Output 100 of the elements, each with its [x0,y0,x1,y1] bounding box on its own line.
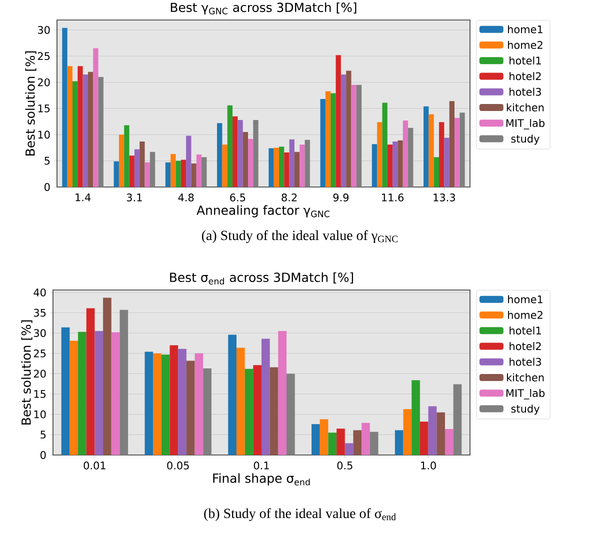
bar [176,160,181,187]
legend-label: hotel3 [510,88,541,96]
bar [428,114,434,187]
y-tick-label: 15 [38,104,50,112]
bar [387,144,393,187]
bar [170,345,178,455]
chart-title: Best σ$_{end}$ across 3DMatch [%] [170,272,354,284]
x-axis-title: Final shape σ$_{end}$ [213,473,310,486]
bar [284,152,290,187]
legend-label: home2 [508,40,542,49]
bar [228,334,236,455]
y-axis-title: Best solution [%] [25,51,36,156]
y-tick-label: 30 [38,26,50,34]
bar [320,99,326,187]
bar [124,125,130,187]
x-tick-label: 0.01 [84,462,106,470]
bar [402,120,408,187]
bar [320,419,328,455]
bar [398,140,403,187]
bar [436,412,445,455]
x-tick-label: 13.3 [434,194,455,202]
legend-label: home1 [508,295,542,304]
bar [286,374,295,455]
bar [150,152,156,187]
bar [114,161,119,187]
x-tick-label: 3.1 [126,194,142,202]
legend-label: MIT_lab [506,118,544,130]
legend-label: home1 [508,25,542,34]
bar [262,338,270,455]
legend-label: hotel3 [510,358,542,366]
bar [88,72,94,187]
y-tick-label: 20 [38,78,50,86]
text: (a) Study of the ideal value of γ$_{GNC}$ [202,230,398,244]
bar [330,93,336,187]
x-tick-label: 1.0 [421,462,436,470]
bar [312,424,320,455]
legend-label: home2 [508,310,542,319]
chart-title: Best γ$_{GNC}$ across 3DMatch [%] [170,2,356,14]
x-axis-title: Annealing factor γ$_{GNC}$ [196,205,330,218]
bar [353,430,362,455]
bar [420,422,428,455]
y-tick-label: 5 [40,430,46,439]
bar [62,28,68,187]
bar [434,157,440,187]
y-tick-label: 15 [34,390,46,398]
bar [93,48,98,187]
bar [253,120,258,187]
bar [134,149,140,187]
y-tick-label: 20 [34,370,46,378]
bar [191,163,196,187]
bar [253,365,262,455]
bar [203,368,212,455]
bar [377,122,382,187]
bar [72,81,78,187]
text: (b) Study of the ideal value of σ$_{end}$ [204,508,396,522]
legend-label: study [511,134,540,145]
bar [194,353,204,455]
bar [217,123,222,187]
bar [356,84,362,187]
bar [270,367,278,455]
bar [444,138,450,187]
bar [153,353,162,455]
bar [242,132,248,187]
bar [294,152,300,187]
y-tick-label: 25 [34,349,46,358]
bar [392,141,398,187]
bar [453,384,462,455]
bar [274,148,279,187]
bar [186,136,192,187]
bar [222,144,228,187]
x-tick-label: 0.1 [254,462,269,470]
bar [351,84,356,187]
bar [180,160,186,187]
bar [346,70,352,187]
bar [70,340,78,455]
bar [103,298,112,455]
bar [82,74,88,187]
bar [244,368,254,455]
bar [202,157,207,187]
bar [394,430,404,455]
y-tick-label: 10 [34,410,46,418]
legend-label: hotel1 [510,326,541,335]
x-tick-label: 8.2 [282,194,297,202]
y-tick-label: 0 [44,183,50,191]
legend-label: kitchen [506,103,544,112]
legend-label: MIT_lab [506,388,545,400]
bar [328,432,337,455]
bar [161,354,170,455]
bar [362,422,370,455]
bar [439,122,444,187]
bar [372,144,378,187]
legend-label: study [511,404,540,415]
bar [424,106,429,187]
bar [238,120,243,187]
bar [248,138,254,187]
bar [336,428,345,455]
y-tick-label: 35 [34,308,46,317]
bar [444,428,454,455]
bar [78,66,83,187]
bar [178,348,186,455]
